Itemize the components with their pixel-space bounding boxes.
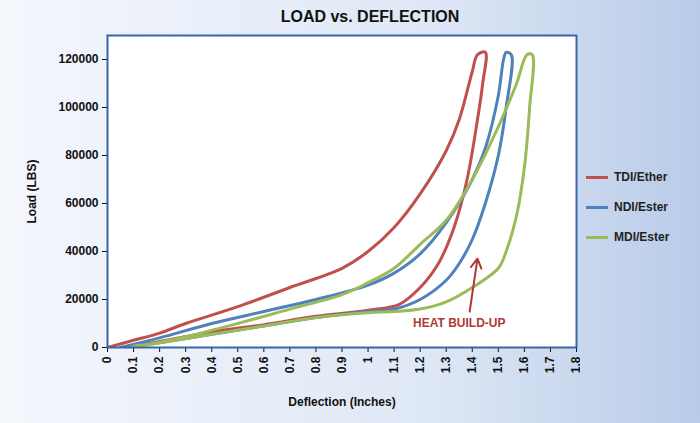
svg-text:Deflection (Inches): Deflection (Inches) xyxy=(288,395,395,409)
svg-text:1.4: 1.4 xyxy=(465,356,479,373)
svg-text:Load (LBS): Load (LBS) xyxy=(25,160,39,224)
svg-text:120000: 120000 xyxy=(58,52,98,66)
html-text:LOAD vs. DEFLECTION: LOAD vs. DEFLECTION xyxy=(280,8,460,25)
svg-text:100000: 100000 xyxy=(58,100,98,114)
svg-text:0.3: 0.3 xyxy=(179,356,193,373)
svg-text:1.3: 1.3 xyxy=(439,356,453,373)
svg-text:80000: 80000 xyxy=(65,148,99,162)
svg-text:1.6: 1.6 xyxy=(517,356,531,373)
svg-text:40000: 40000 xyxy=(65,244,99,258)
svg-text:0.7: 0.7 xyxy=(283,356,297,373)
svg-text:1.2: 1.2 xyxy=(413,356,427,373)
svg-text:20000: 20000 xyxy=(65,292,99,306)
svg-text:1.7: 1.7 xyxy=(543,356,557,373)
svg-text:0.5: 0.5 xyxy=(231,356,245,373)
svg-text:1.1: 1.1 xyxy=(387,356,401,373)
svg-text:0.9: 0.9 xyxy=(335,356,349,373)
svg-text:0: 0 xyxy=(92,340,99,354)
svg-text:0: 0 xyxy=(100,356,114,363)
svg-text:0.6: 0.6 xyxy=(257,356,271,373)
svg-text:0.8: 0.8 xyxy=(309,356,323,373)
svg-text:1.5: 1.5 xyxy=(491,356,505,373)
svg-text:1.8: 1.8 xyxy=(569,356,580,373)
svg-text:0.1: 0.1 xyxy=(126,356,140,373)
html-text:TDI/Ether: TDI/Ether xyxy=(614,170,668,184)
html-text:MDI/Ester: MDI/Ester xyxy=(614,230,670,244)
svg-text:HEAT BUILD-UP: HEAT BUILD-UP xyxy=(413,316,505,330)
svg-text:0.4: 0.4 xyxy=(205,356,219,373)
svg-text:1: 1 xyxy=(361,356,375,363)
html-text:NDI/Ester: NDI/Ester xyxy=(614,200,668,214)
svg-text:0.2: 0.2 xyxy=(152,356,166,373)
svg-text:60000: 60000 xyxy=(65,196,99,210)
